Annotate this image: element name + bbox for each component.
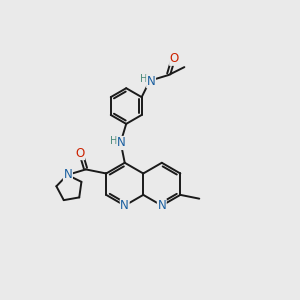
Text: O: O xyxy=(170,52,179,65)
Text: H: H xyxy=(110,136,117,146)
Text: O: O xyxy=(75,147,85,160)
Text: N: N xyxy=(64,169,72,182)
Text: N: N xyxy=(120,199,129,212)
Text: H: H xyxy=(140,74,147,84)
Text: N: N xyxy=(147,75,155,88)
Text: N: N xyxy=(64,169,72,182)
Text: N: N xyxy=(158,199,166,212)
Text: N: N xyxy=(117,136,126,149)
